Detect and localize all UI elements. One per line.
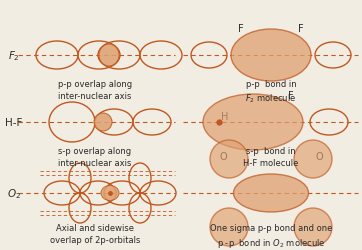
Text: F: F (238, 24, 244, 34)
Text: F: F (298, 24, 304, 34)
Text: p-p  bond in
$F_2$ molecule: p-p bond in $F_2$ molecule (245, 80, 296, 105)
Text: O: O (315, 152, 323, 161)
Ellipse shape (210, 208, 248, 246)
Text: $O_2$: $O_2$ (7, 186, 21, 200)
Text: H: H (221, 112, 229, 122)
Ellipse shape (99, 45, 119, 67)
Ellipse shape (294, 208, 332, 246)
Ellipse shape (233, 174, 308, 212)
Text: F: F (288, 91, 294, 101)
Text: One sigma p-p bond and one
p -p  bond in $O_2$ molecule: One sigma p-p bond and one p -p bond in … (210, 223, 332, 248)
Text: s-p  bond in
H-F molecule: s-p bond in H-F molecule (243, 146, 299, 167)
Ellipse shape (231, 30, 311, 82)
Text: O: O (219, 152, 227, 161)
Text: H-F: H-F (5, 118, 22, 128)
Text: Axial and sidewise
overlap of 2p-orbitals: Axial and sidewise overlap of 2p-orbital… (50, 223, 140, 244)
Text: s-p overlap along
inter-nuclear axis: s-p overlap along inter-nuclear axis (58, 146, 132, 167)
Ellipse shape (294, 140, 332, 178)
Ellipse shape (203, 94, 303, 150)
Ellipse shape (101, 186, 119, 201)
Ellipse shape (94, 114, 112, 132)
Ellipse shape (210, 140, 248, 178)
Text: p-p overlap along
inter-nuclear axis: p-p overlap along inter-nuclear axis (58, 80, 132, 100)
Text: $F_2$: $F_2$ (8, 49, 20, 63)
